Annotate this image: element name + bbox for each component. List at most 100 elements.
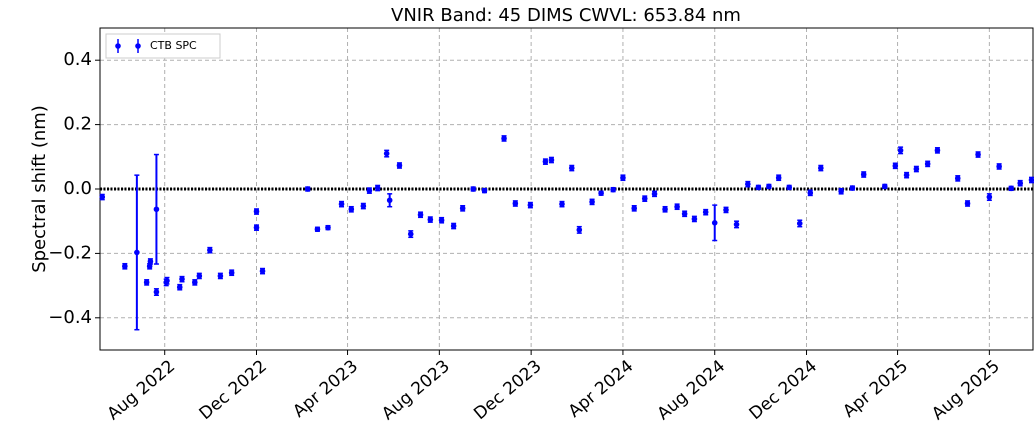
point [964, 200, 971, 207]
point [807, 190, 814, 196]
y-tick-label: 0.4 [63, 49, 92, 70]
point [924, 161, 931, 167]
point [892, 163, 899, 169]
point [849, 185, 856, 191]
point [711, 220, 718, 226]
point [383, 150, 390, 157]
point [179, 276, 185, 282]
point [903, 172, 910, 178]
chart-title: VNIR Band: 45 DIMS CWVL: 653.84 nm [391, 5, 741, 26]
point [662, 206, 668, 213]
point [366, 187, 373, 194]
point [641, 195, 648, 202]
plot-frame [99, 27, 1034, 351]
point [338, 201, 345, 207]
x-tick-label: Aug 2025 [928, 356, 1004, 424]
point [360, 203, 367, 209]
point [153, 289, 160, 295]
point [427, 216, 434, 223]
point [122, 263, 128, 270]
legend-symbol [115, 43, 121, 49]
y-tick-label: 0.2 [63, 114, 92, 135]
point [438, 217, 445, 224]
point [176, 284, 183, 291]
point [796, 220, 803, 227]
x-tick-label: Dec 2022 [196, 356, 271, 424]
point [325, 224, 331, 231]
point [975, 151, 981, 158]
point [775, 174, 782, 181]
x-tick-label: Dec 2024 [746, 356, 821, 424]
point [259, 268, 266, 274]
point [417, 211, 424, 218]
legend-symbol [135, 43, 141, 49]
y-tick-label: 0.0 [63, 178, 92, 199]
x-tick-label: Apr 2025 [839, 356, 912, 422]
point [99, 194, 106, 200]
point [651, 191, 658, 197]
point [786, 184, 793, 191]
x-tick-label: Aug 2022 [104, 356, 180, 424]
point [897, 147, 904, 154]
point [881, 183, 888, 190]
point [374, 185, 381, 191]
x-tick-label: Aug 2023 [378, 356, 454, 424]
point [192, 279, 198, 286]
point [702, 209, 709, 215]
point [386, 197, 393, 204]
point [755, 184, 762, 191]
point [913, 166, 920, 172]
point [954, 175, 961, 182]
point [147, 258, 154, 265]
legend-box [105, 33, 221, 59]
point [217, 273, 224, 279]
point [681, 210, 688, 217]
y-tick-label: −0.4 [48, 307, 92, 328]
point [146, 263, 153, 270]
point [733, 221, 740, 228]
point [134, 249, 140, 256]
point [559, 201, 565, 207]
point [314, 226, 321, 233]
point [1028, 177, 1034, 183]
point [610, 186, 616, 193]
point [568, 165, 575, 171]
point [723, 207, 729, 213]
y-tick-label: −0.2 [48, 242, 92, 263]
point [253, 208, 260, 215]
point [745, 181, 751, 187]
point [1008, 185, 1014, 192]
point [818, 165, 824, 171]
point [207, 247, 213, 253]
point [481, 187, 488, 194]
x-tick-label: Apr 2023 [289, 356, 362, 422]
point [1017, 180, 1024, 187]
point [691, 216, 698, 222]
point [598, 190, 604, 196]
point [470, 186, 477, 192]
point [674, 203, 680, 210]
point [620, 174, 626, 181]
point [996, 163, 1002, 170]
point [459, 205, 466, 212]
point [631, 205, 638, 212]
point [196, 273, 203, 279]
legend-label: CTB SPC [150, 39, 197, 52]
point [348, 206, 355, 213]
point [407, 231, 414, 237]
point [860, 171, 867, 178]
point [527, 202, 534, 208]
point [304, 186, 311, 192]
point [450, 223, 457, 229]
x-tick-label: Dec 2023 [470, 356, 545, 424]
point [542, 158, 549, 165]
point [143, 279, 150, 286]
x-tick-label: Aug 2024 [654, 356, 730, 424]
y-axis-label: Spectral shift (nm) [29, 105, 50, 273]
point [934, 147, 941, 154]
point [164, 277, 170, 284]
point [589, 199, 595, 205]
point [576, 227, 583, 233]
point [253, 224, 260, 231]
point [548, 157, 555, 163]
